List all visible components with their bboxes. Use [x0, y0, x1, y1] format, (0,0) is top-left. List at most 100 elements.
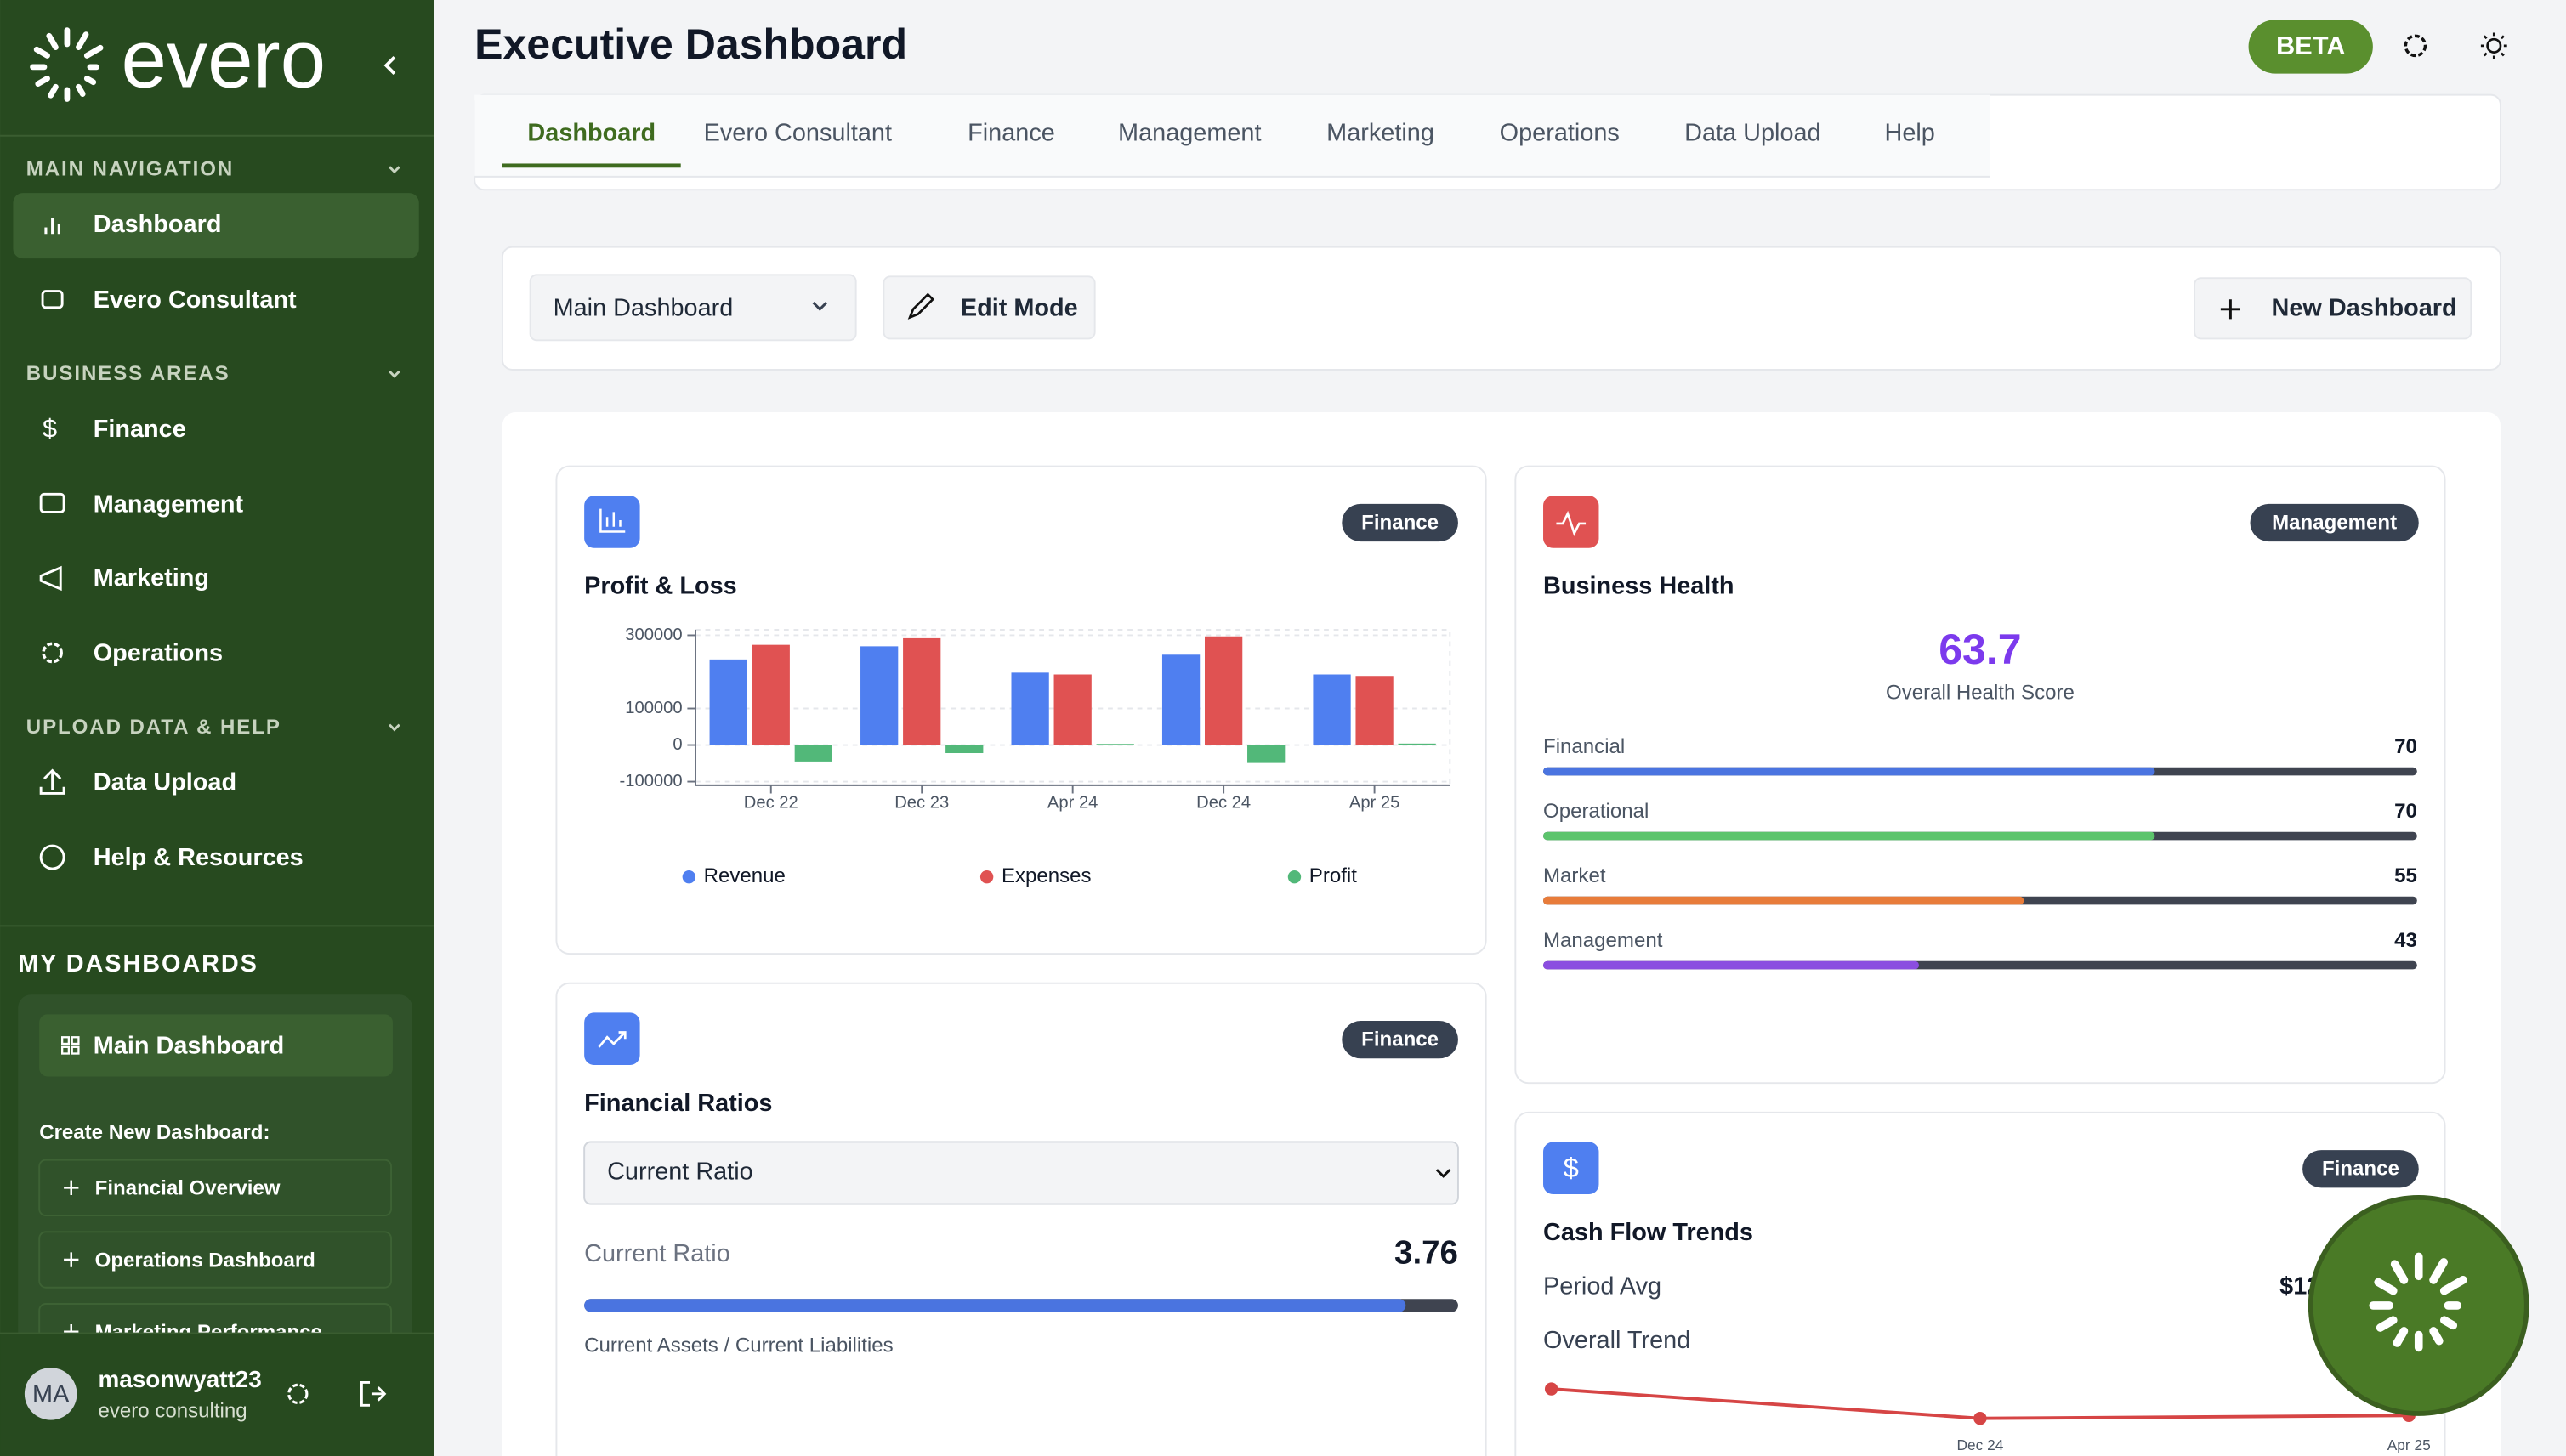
bar — [1398, 743, 1436, 745]
tab[interactable]: Finance — [968, 119, 1055, 146]
burst-ray — [48, 83, 59, 99]
tab[interactable]: Data Upload — [1684, 119, 1820, 146]
dashboard-item[interactable]: Main Dashboard — [94, 1032, 285, 1059]
x-tick-label: Apr 24 — [1047, 793, 1098, 812]
tag-label: Finance — [2322, 1158, 2399, 1181]
metric-bar — [1543, 767, 2155, 776]
trend-label: Overall Trend — [1543, 1327, 1690, 1354]
widget-title: Business Health — [1543, 573, 1734, 600]
edit-label: Edit Mode — [961, 294, 1078, 321]
template-label[interactable]: Operations Dashboard — [95, 1249, 315, 1272]
ratio-select[interactable] — [583, 1141, 1459, 1205]
tab[interactable]: Operations — [1500, 119, 1620, 146]
nav-item[interactable]: Help & Resources — [94, 844, 304, 871]
ratio-fill — [584, 1299, 1406, 1312]
legend-label: Revenue — [704, 864, 786, 887]
bar — [1247, 745, 1286, 763]
new-dashboard-label: New Dashboard — [2272, 294, 2457, 321]
icon — [44, 217, 60, 235]
trend-point — [1544, 1382, 1558, 1396]
metric-value: 70 — [2394, 800, 2417, 823]
brand-name: evero — [121, 14, 326, 105]
tab[interactable]: Dashboard — [527, 119, 656, 146]
burst-ray — [2390, 1260, 2409, 1284]
cash-flow-chart: Dec 24 Apr 25 — [1544, 1382, 2431, 1453]
dashboard-select[interactable] — [529, 274, 857, 342]
section-toggle[interactable] — [389, 723, 400, 732]
y-tick-label: 300000 — [625, 626, 682, 644]
theme-toggle[interactable] — [2480, 32, 2507, 59]
nav-item-active[interactable] — [13, 193, 419, 259]
icon — [64, 1252, 79, 1267]
logout-button[interactable] — [360, 1380, 387, 1407]
nav-item[interactable]: Operations — [94, 640, 223, 667]
page-title: Executive Dashboard — [474, 20, 907, 68]
logo-icon — [30, 27, 104, 102]
burst-ray — [2429, 1327, 2444, 1346]
nav-item[interactable]: Evero Consultant — [94, 286, 297, 314]
legend-label: Expenses — [1002, 864, 1092, 887]
tab[interactable]: Marketing — [1326, 119, 1434, 146]
tag-label: Finance — [1361, 1028, 1439, 1051]
metric-value: 55 — [2394, 864, 2417, 887]
metric-name: Management — [1543, 929, 1663, 952]
burst-ray — [83, 44, 104, 59]
nav-item[interactable]: Dashboard — [94, 211, 222, 238]
icon — [64, 1180, 79, 1196]
bar — [1011, 672, 1049, 745]
widget-tag — [2250, 503, 2419, 542]
icon — [61, 1036, 80, 1055]
tab[interactable]: Evero Consultant — [704, 119, 892, 146]
settings-button[interactable] — [287, 1383, 309, 1404]
widget-title: Cash Flow Trends — [1543, 1219, 1753, 1246]
profit-loss-chart: 300000 100000 0 -100000 Dec 22 Dec 23 Apr 24 De… — [620, 626, 1451, 887]
icon — [39, 768, 65, 795]
icon — [39, 492, 65, 513]
bar — [1096, 744, 1134, 745]
tab[interactable]: Help — [1884, 119, 1934, 146]
template-label[interactable]: Financial Overview — [95, 1177, 281, 1200]
bar — [1355, 676, 1394, 745]
burst-ray — [2439, 1316, 2458, 1330]
template-item[interactable] — [38, 1231, 392, 1289]
legend-label: Profit — [1309, 864, 1357, 887]
tabs: Dashboard Evero Consultant Finance Manageme… — [502, 119, 1935, 168]
metric-value: 43 — [2394, 929, 2417, 952]
icon: $ — [43, 413, 57, 443]
settings-button[interactable] — [2404, 34, 2427, 58]
nav-item[interactable]: Finance — [94, 416, 186, 443]
new-dashboard-button[interactable] — [2194, 277, 2472, 340]
tab[interactable]: Management — [1118, 119, 1261, 146]
metric-value: 70 — [2394, 735, 2417, 758]
nav-item[interactable]: Management — [94, 490, 244, 518]
section-toggle[interactable] — [389, 166, 400, 174]
section-toggle[interactable] — [389, 370, 400, 378]
nav-section-title: MAIN NAVIGATION — [26, 158, 234, 181]
legend-swatch — [1287, 870, 1302, 884]
metric-bar — [1543, 831, 2155, 841]
assistant-button[interactable] — [2308, 1195, 2529, 1416]
beta-badge[interactable] — [2248, 20, 2373, 74]
collapse-button[interactable] — [383, 56, 396, 75]
avatar-initials: MA — [32, 1380, 70, 1408]
icon — [42, 642, 63, 664]
template-item[interactable] — [38, 1159, 392, 1217]
burst-ray — [33, 46, 50, 59]
x-tick-label: Apr 25 — [1349, 793, 1399, 812]
x-tick-label: Dec 23 — [894, 793, 949, 812]
user-org: evero consulting — [99, 1399, 247, 1422]
edit-button[interactable] — [883, 275, 1096, 340]
icon — [39, 844, 65, 870]
tab-bar — [474, 94, 1990, 177]
burst-ray — [2439, 1275, 2467, 1295]
nav-item[interactable]: Marketing — [94, 564, 209, 592]
beta-label: BETA — [2276, 31, 2346, 60]
widget-tag — [2302, 1150, 2419, 1188]
dashboard-item-active[interactable] — [39, 1014, 393, 1077]
widget-title: Profit & Loss — [584, 573, 737, 600]
y-tick-label: 100000 — [625, 699, 682, 717]
tab-underline — [502, 163, 681, 168]
nav-item[interactable]: Data Upload — [94, 769, 236, 796]
